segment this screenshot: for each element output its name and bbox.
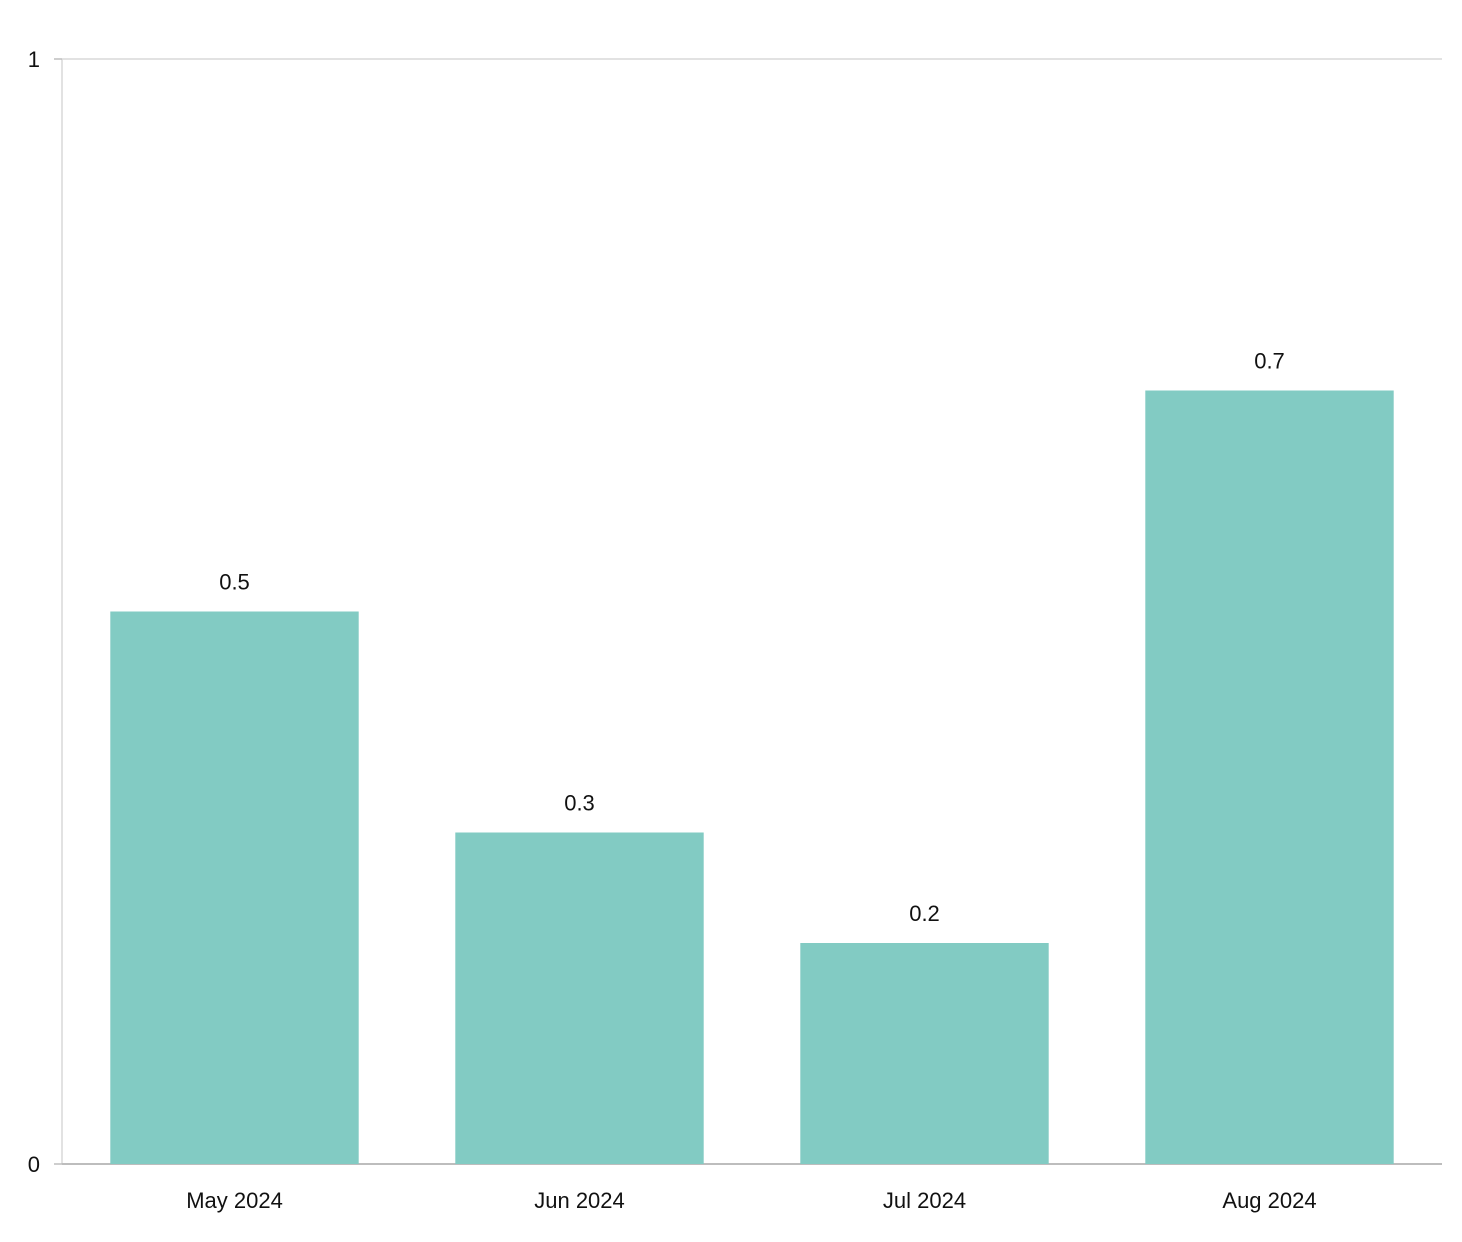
x-tick-label: Aug 2024 — [1222, 1188, 1316, 1213]
bar — [800, 943, 1049, 1164]
bar-value-label: 0.5 — [219, 570, 250, 595]
x-tick-label: May 2024 — [186, 1188, 283, 1213]
x-tick-label: Jul 2024 — [883, 1188, 966, 1213]
bar-value-label: 0.2 — [909, 901, 940, 926]
y-tick-label: 0 — [28, 1152, 40, 1177]
x-tick-label: Jun 2024 — [534, 1188, 625, 1213]
bar-value-label: 0.3 — [564, 791, 595, 816]
bars — [110, 390, 1394, 1164]
bar — [110, 611, 359, 1164]
y-tick-label: 1 — [28, 47, 40, 72]
labels: 0 1 0.5 May 2024 0.3 Jun 2024 0.2 Jul 2024 0.7 Au… — [28, 47, 1317, 1213]
bar — [455, 832, 704, 1164]
bar-value-label: 0.7 — [1254, 349, 1285, 374]
bar — [1145, 390, 1394, 1164]
